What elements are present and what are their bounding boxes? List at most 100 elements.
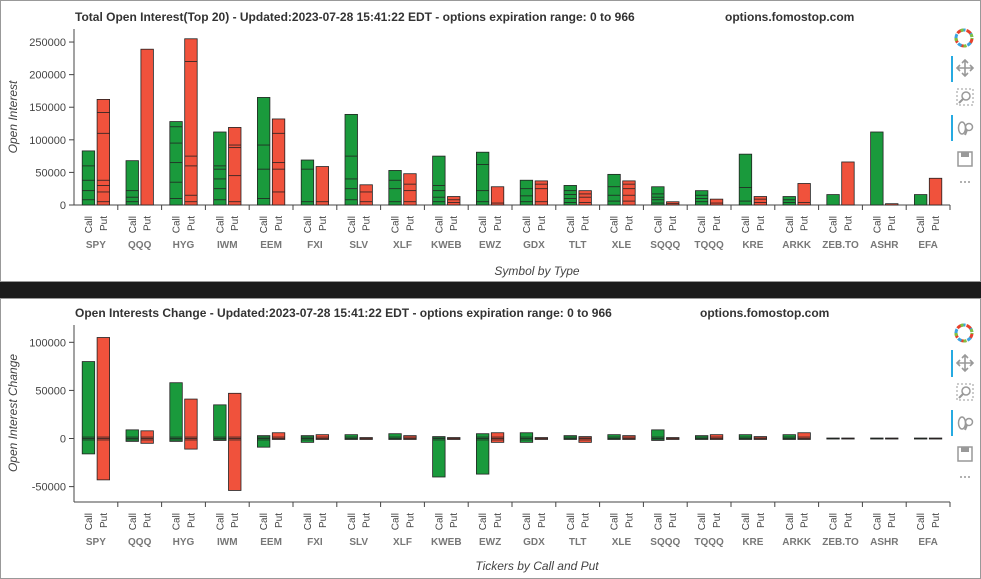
sub-category-label: Put — [143, 216, 154, 231]
bar-put-qqq — [140, 48, 154, 206]
sub-category-label: Put — [405, 513, 416, 528]
sub-category-label: Call — [259, 216, 270, 233]
sub-category-label: Put — [843, 513, 854, 528]
category-label: ZEB.TO — [822, 240, 859, 251]
sub-category-label: Put — [668, 216, 679, 231]
sub-category-label: Call — [610, 216, 621, 233]
bar-call-slv — [344, 113, 358, 206]
bar-call-fxi — [300, 159, 315, 206]
sub-category-label: Call — [215, 216, 226, 233]
y-tick-label: 200000 — [29, 70, 66, 82]
sub-category-label: Put — [493, 216, 504, 231]
bar-call-kre — [738, 153, 753, 206]
sub-category-label: Call — [84, 513, 95, 530]
toolbar-top — [951, 28, 975, 183]
category-label: ASHR — [870, 240, 899, 251]
category-label: XLF — [393, 537, 412, 548]
box-zoom-tool-icon[interactable] — [956, 88, 974, 106]
bar-call-qqq — [125, 160, 139, 206]
pan-active-indicator — [951, 350, 953, 377]
bottom-panel-frame — [0, 298, 981, 579]
sub-category-label: Put — [887, 513, 898, 528]
open-interest-chart: Total Open Interest(Top 20) - Updated:20… — [6, 10, 951, 278]
category-label: SLV — [349, 240, 368, 251]
sub-category-label: Call — [391, 216, 402, 233]
pan-tool-icon[interactable] — [955, 58, 975, 78]
category-label: GDX — [523, 240, 545, 251]
sub-category-label: Put — [362, 513, 373, 528]
x-axis-label: Symbol by Type — [494, 264, 579, 278]
bar-put-arkk — [797, 432, 811, 440]
bar-call-gdx — [519, 432, 534, 443]
sub-category-label: Put — [449, 216, 460, 231]
category-label: FXI — [307, 240, 323, 251]
more-tools-icon[interactable] — [960, 476, 970, 478]
more-tools-icon[interactable] — [960, 181, 970, 183]
bar-call-arkk — [782, 196, 796, 206]
category-label: ARKK — [782, 537, 812, 548]
bar-put-kre — [753, 436, 767, 440]
bar-put-hyg — [184, 38, 198, 206]
bar-put-xlf — [403, 435, 417, 440]
bar-put-tqqq — [709, 198, 724, 206]
sub-category-label: Put — [581, 216, 592, 231]
sub-category-label: Call — [259, 513, 270, 530]
chart-title: Open Interests Change - Updated:2023-07-… — [75, 306, 612, 320]
sub-category-label: Call — [434, 216, 445, 233]
sub-category-label: Put — [931, 513, 942, 528]
open-interest-change-chart: Open Interests Change - Updated:2023-07-… — [6, 306, 951, 573]
sub-category-label: Call — [478, 216, 489, 233]
bar-call-iwm — [213, 131, 227, 206]
bar-call-ewz — [476, 433, 490, 475]
bar-put-hyg — [184, 398, 198, 450]
sub-category-label: Call — [872, 513, 883, 530]
save-tool-icon[interactable] — [957, 151, 973, 167]
wheel-zoom-tool-icon[interactable] — [957, 416, 974, 431]
category-label: EEM — [260, 537, 282, 548]
pan-active-indicator — [951, 56, 953, 82]
y-tick-label: -50000 — [32, 482, 66, 494]
bar-put-spy — [96, 99, 110, 206]
bar-call-iwm — [213, 404, 227, 441]
chart-title: Total Open Interest(Top 20) - Updated:20… — [75, 10, 635, 24]
bar-call-hyg — [169, 382, 183, 442]
bar-call-tqqq — [695, 190, 709, 206]
bar-call-eem — [257, 97, 271, 206]
sub-category-label: Call — [785, 513, 796, 530]
y-tick-label: 0 — [60, 200, 66, 212]
pan-tool-icon[interactable] — [955, 353, 975, 373]
sub-category-label: Call — [697, 513, 708, 530]
category-label: ZEB.TO — [822, 537, 859, 548]
sub-category-label: Call — [172, 216, 183, 233]
sub-category-label: Call — [916, 216, 927, 233]
sub-category-label: Call — [215, 513, 226, 530]
category-label: IWM — [217, 240, 238, 251]
sub-category-label: Put — [800, 216, 811, 231]
wheel-zoom-tool-icon[interactable] — [957, 121, 974, 136]
sub-category-label: Put — [712, 513, 723, 528]
bar-call-zeb.to — [826, 194, 840, 206]
bar-put-iwm — [228, 392, 242, 491]
sub-category-label: Put — [274, 216, 285, 231]
category-label: KWEB — [431, 537, 462, 548]
bar-call-spy — [81, 361, 96, 455]
box-zoom-tool-icon[interactable] — [956, 383, 974, 401]
bokeh-logo-icon[interactable] — [954, 28, 974, 48]
bokeh-logo-icon[interactable] — [954, 323, 974, 343]
sub-category-label: Put — [186, 513, 197, 528]
y-tick-label: 50000 — [35, 167, 66, 179]
bar-call-ashr — [870, 131, 884, 206]
sub-category-label: Put — [99, 513, 110, 528]
category-label: XLE — [612, 240, 632, 251]
bar-put-ashr — [885, 203, 899, 206]
sub-category-label: Call — [785, 216, 796, 233]
sub-category-label: Call — [478, 513, 489, 530]
wheel-zoom-active-indicator — [951, 115, 953, 141]
sub-category-label: Put — [449, 513, 460, 528]
bar-call-xle — [607, 173, 621, 206]
y-tick-label: 150000 — [29, 102, 66, 114]
sub-category-label: Call — [303, 513, 314, 530]
category-label: TLT — [569, 537, 587, 548]
save-tool-icon[interactable] — [957, 446, 973, 462]
panel-separator — [0, 282, 981, 298]
